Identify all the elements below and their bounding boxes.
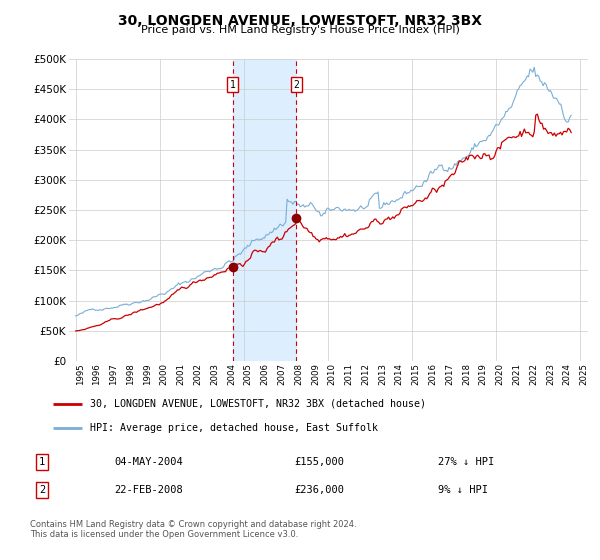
Text: 1998: 1998 [126, 363, 135, 385]
Text: 2: 2 [293, 80, 299, 90]
Text: 2014: 2014 [395, 363, 404, 385]
Text: HPI: Average price, detached house, East Suffolk: HPI: Average price, detached house, East… [89, 423, 377, 433]
Text: 30, LONGDEN AVENUE, LOWESTOFT, NR32 3BX: 30, LONGDEN AVENUE, LOWESTOFT, NR32 3BX [118, 14, 482, 28]
Text: Price paid vs. HM Land Registry's House Price Index (HPI): Price paid vs. HM Land Registry's House … [140, 25, 460, 35]
Text: 2019: 2019 [479, 363, 488, 385]
Text: 2024: 2024 [563, 363, 572, 385]
Text: 27% ↓ HPI: 27% ↓ HPI [438, 457, 494, 467]
Text: 2006: 2006 [260, 363, 269, 385]
Bar [233, 59, 296, 361]
Text: 2010: 2010 [328, 363, 337, 385]
Text: 1: 1 [230, 80, 236, 90]
Text: 2012: 2012 [361, 363, 370, 385]
Text: 2013: 2013 [378, 363, 387, 385]
Text: 2000: 2000 [160, 363, 169, 385]
Text: 2011: 2011 [344, 363, 353, 385]
Text: 1996: 1996 [92, 363, 101, 385]
Text: £236,000: £236,000 [294, 485, 344, 495]
Text: 2001: 2001 [176, 363, 185, 385]
Text: 2015: 2015 [412, 363, 421, 385]
Text: 2004: 2004 [227, 363, 236, 385]
Text: 2018: 2018 [462, 363, 471, 385]
Text: 2021: 2021 [512, 363, 521, 385]
Text: 1995: 1995 [76, 363, 85, 385]
Text: 22-FEB-2008: 22-FEB-2008 [114, 485, 183, 495]
Text: 2017: 2017 [445, 363, 454, 385]
Text: 1997: 1997 [109, 363, 118, 385]
Text: 2023: 2023 [546, 363, 555, 385]
Text: 2008: 2008 [294, 363, 303, 385]
Text: 2: 2 [39, 485, 45, 495]
Text: 2002: 2002 [193, 363, 202, 385]
Text: 1: 1 [39, 457, 45, 467]
Text: Contains HM Land Registry data © Crown copyright and database right 2024.
This d: Contains HM Land Registry data © Crown c… [30, 520, 356, 539]
Text: 2016: 2016 [428, 363, 437, 385]
Text: 2005: 2005 [244, 363, 253, 385]
Text: 2025: 2025 [580, 363, 589, 385]
Text: £155,000: £155,000 [294, 457, 344, 467]
Text: 9% ↓ HPI: 9% ↓ HPI [438, 485, 488, 495]
Text: 2020: 2020 [496, 363, 505, 385]
Text: 2022: 2022 [529, 363, 538, 385]
Text: 2003: 2003 [210, 363, 219, 385]
Text: 2009: 2009 [311, 363, 320, 385]
Text: 1999: 1999 [143, 363, 152, 385]
Text: 2007: 2007 [277, 363, 286, 385]
Text: 04-MAY-2004: 04-MAY-2004 [114, 457, 183, 467]
Text: 30, LONGDEN AVENUE, LOWESTOFT, NR32 3BX (detached house): 30, LONGDEN AVENUE, LOWESTOFT, NR32 3BX … [89, 399, 425, 409]
